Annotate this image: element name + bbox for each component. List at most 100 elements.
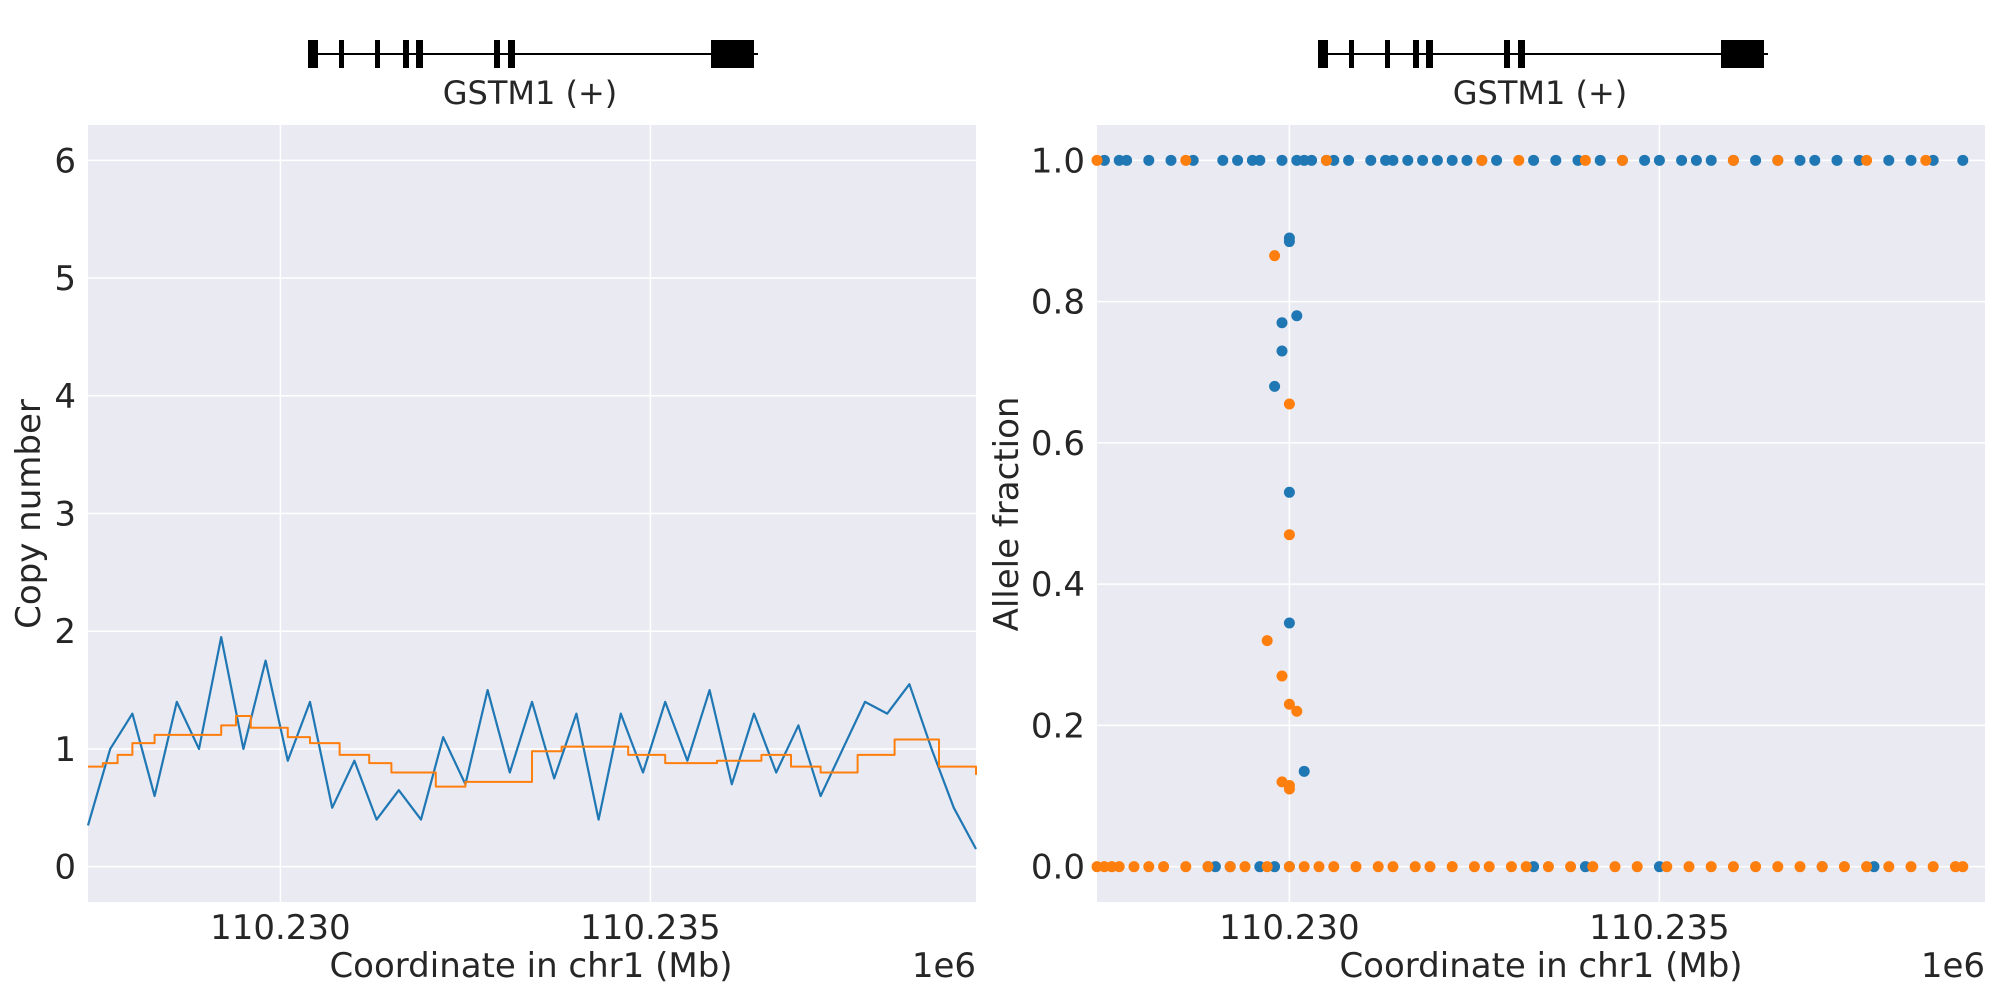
data-point xyxy=(1594,154,1606,166)
data-point xyxy=(1276,670,1288,682)
y-tick-label: 0.0 xyxy=(1031,848,1085,888)
data-point xyxy=(1261,635,1273,647)
gene-exon xyxy=(339,40,344,68)
data-point xyxy=(1180,154,1192,166)
data-point xyxy=(1387,861,1399,873)
data-point xyxy=(1283,617,1295,629)
data-point xyxy=(1520,861,1532,873)
data-point xyxy=(1165,154,1177,166)
data-point xyxy=(1283,529,1295,541)
data-point xyxy=(1276,154,1288,166)
chart-series xyxy=(1091,154,1969,873)
data-point xyxy=(1542,861,1554,873)
data-point xyxy=(1491,154,1503,166)
data-point xyxy=(1883,154,1895,166)
data-point xyxy=(1587,861,1599,873)
gene-exon xyxy=(494,40,500,68)
data-point xyxy=(1424,861,1436,873)
data-point xyxy=(1505,861,1517,873)
data-point xyxy=(1298,765,1310,777)
data-point xyxy=(1269,250,1281,262)
data-point xyxy=(1461,154,1473,166)
x-axis: 110.230 110.235 xyxy=(210,908,721,948)
data-point xyxy=(1794,154,1806,166)
gene-exon xyxy=(1349,40,1354,68)
data-point xyxy=(1261,861,1273,873)
gene-track-left: GSTM1 (+) xyxy=(308,40,758,112)
data-point xyxy=(1772,154,1784,166)
data-point xyxy=(1143,154,1155,166)
gene-label: GSTM1 (+) xyxy=(1453,74,1628,112)
data-point xyxy=(1121,154,1133,166)
gene-exon xyxy=(1318,40,1328,68)
data-point xyxy=(1565,861,1577,873)
gene-exon xyxy=(1385,40,1390,68)
data-point xyxy=(1291,310,1303,322)
data-point xyxy=(1550,154,1562,166)
data-point xyxy=(1217,154,1229,166)
data-point xyxy=(1676,154,1688,166)
allele-fraction-chart: 0.0 0.2 0.4 0.6 0.8 1.0 110.230 110.235 Coordi… xyxy=(987,125,1985,986)
data-point xyxy=(1690,154,1702,166)
x-offset-label: 1e6 xyxy=(912,946,976,986)
y-axis-label: Allele fraction xyxy=(987,397,1027,632)
data-point xyxy=(1224,861,1236,873)
data-point xyxy=(1313,861,1325,873)
data-point xyxy=(1232,154,1244,166)
x-tick-label: 110.230 xyxy=(1219,908,1360,948)
data-point xyxy=(1727,861,1739,873)
x-tick-label: 110.230 xyxy=(210,908,351,948)
data-point xyxy=(1446,861,1458,873)
data-point xyxy=(1091,154,1103,166)
y-tick-label: 0.4 xyxy=(1031,565,1085,605)
data-point xyxy=(1683,861,1695,873)
data-point xyxy=(1202,861,1214,873)
data-point xyxy=(1328,861,1340,873)
data-point xyxy=(1113,861,1125,873)
x-axis: 110.230 110.235 xyxy=(1219,908,1730,948)
data-point xyxy=(1483,861,1495,873)
series-line-1 xyxy=(88,714,977,788)
y-tick-label: 0.8 xyxy=(1031,283,1085,323)
data-point xyxy=(1283,698,1295,710)
gene-exon xyxy=(1426,40,1433,68)
data-point xyxy=(1920,154,1932,166)
data-point xyxy=(1276,345,1288,357)
gene-exon xyxy=(375,40,380,68)
data-point xyxy=(1727,154,1739,166)
data-point xyxy=(1705,861,1717,873)
data-point xyxy=(1905,154,1917,166)
copy-number-chart: 0 1 2 3 4 5 6 110.230 110.235 Coordinate in chr… xyxy=(9,125,977,986)
data-point xyxy=(1431,154,1443,166)
gene-exon xyxy=(403,40,409,68)
data-point xyxy=(1750,861,1762,873)
data-point xyxy=(1705,154,1717,166)
series-line-0 xyxy=(86,636,977,850)
data-point xyxy=(1661,861,1673,873)
data-point xyxy=(1254,154,1266,166)
data-point xyxy=(1283,398,1295,410)
gene-exon xyxy=(1504,40,1510,68)
data-point xyxy=(1402,154,1414,166)
data-point xyxy=(1283,236,1295,248)
data-point xyxy=(1861,861,1873,873)
grid xyxy=(88,125,976,902)
data-point xyxy=(1180,861,1192,873)
y-tick-label: 3 xyxy=(54,495,76,535)
data-point xyxy=(1905,861,1917,873)
data-point xyxy=(1616,154,1628,166)
data-point xyxy=(1476,154,1488,166)
y-tick-label: 1 xyxy=(54,730,76,770)
x-axis-label: Coordinate in chr1 (Mb) xyxy=(1339,946,1742,986)
data-point xyxy=(1957,861,1969,873)
y-tick-label: 5 xyxy=(54,259,76,299)
gene-exon xyxy=(1721,40,1764,68)
data-point xyxy=(1128,861,1140,873)
gene-exon xyxy=(711,40,754,68)
data-point xyxy=(1609,861,1621,873)
data-point xyxy=(1409,861,1421,873)
data-point xyxy=(1957,154,1969,166)
data-point xyxy=(1861,154,1873,166)
y-tick-label: 2 xyxy=(54,612,76,652)
